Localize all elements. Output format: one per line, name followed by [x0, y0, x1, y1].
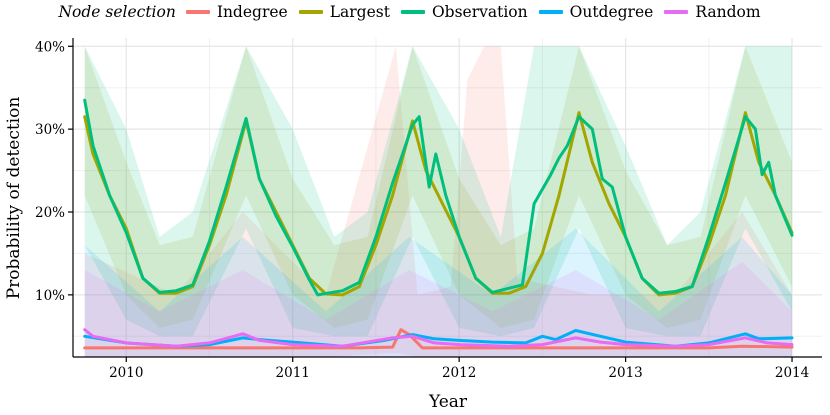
legend-key-indegree [185, 10, 210, 14]
x-tick-label: 2014 [775, 365, 809, 381]
legend-key-outdegree [538, 10, 563, 14]
legend-title: Node selection [58, 3, 176, 21]
legend-item-outdegree: Outdegree [538, 3, 654, 21]
band-random [84, 261, 792, 357]
legend-key-observation [400, 10, 425, 14]
axes: 10% 20% 30% 40% 2010 2011 2012 2013 2014 [35, 38, 822, 381]
band-indegree [84, 46, 792, 358]
series-lines [83, 98, 794, 350]
legend-label-largest: Largest [329, 3, 390, 21]
y-tick-label: 30% [35, 122, 65, 138]
series-line-observation [83, 98, 794, 297]
x-tick-label: 2010 [109, 365, 143, 381]
y-axis-title: Probability of detection [4, 97, 24, 300]
legend: Node selection Indegree Largest Observat… [0, 0, 830, 24]
legend-label-observation: Observation [431, 3, 528, 21]
x-tick-label: 2013 [608, 365, 642, 381]
legend-label-outdegree: Outdegree [569, 3, 654, 21]
band-outdegree [84, 228, 792, 357]
y-tick-label: 20% [35, 205, 65, 221]
legend-label-indegree: Indegree [216, 3, 288, 21]
legend-item-observation: Observation [400, 3, 528, 21]
y-tick-label: 40% [35, 39, 65, 55]
x-axis-title: Year [428, 392, 468, 412]
legend-key-largest [298, 10, 323, 14]
legend-label-random: Random [695, 3, 761, 21]
legend-item-largest: Largest [298, 3, 390, 21]
series-line-random [83, 328, 794, 348]
band-largest [84, 46, 792, 329]
confidence-bands [84, 46, 792, 358]
legend-item-indegree: Indegree [185, 3, 288, 21]
y-tick-label: 10% [35, 288, 65, 304]
x-tick-label: 2012 [442, 365, 476, 381]
legend-key-random [664, 10, 689, 14]
band-observation [84, 46, 792, 337]
x-tick-label: 2011 [276, 365, 310, 381]
legend-item-random: Random [664, 3, 761, 21]
